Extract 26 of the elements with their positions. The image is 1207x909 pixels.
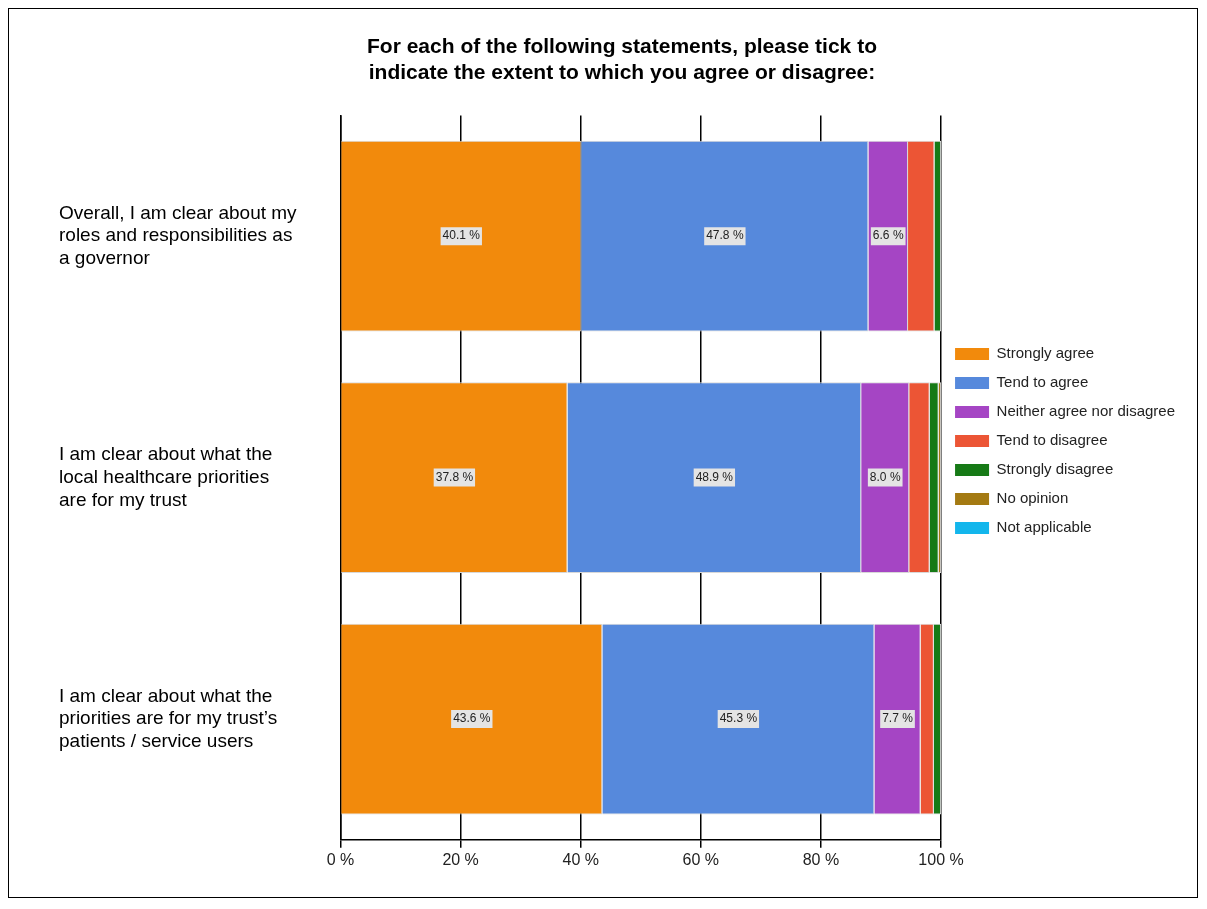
- data-label: 45.3 %: [719, 711, 758, 726]
- x-tick-label: 20 %: [442, 850, 479, 868]
- legend-label: Neither agree nor disagree: [996, 402, 1176, 420]
- data-label: 37.8 %: [435, 469, 474, 484]
- x-tick-label: 60 %: [682, 850, 720, 868]
- chart-title: For each of the following statements, please tick to indicate the extent to which you agree or disagree:: [367, 34, 877, 83]
- x-tick-label: 40 %: [562, 850, 599, 868]
- x-tick-label: 80 %: [802, 850, 840, 868]
- y-tick-label: Overall, I am clear about my roles and responsibilities as a governor: [59, 201, 298, 269]
- data-label: 48.9 %: [695, 469, 734, 484]
- legend-label: No opinion: [996, 489, 1069, 507]
- legend-label: Tend to agree: [996, 373, 1089, 391]
- data-label: 8.0 %: [869, 469, 901, 484]
- x-tick-label: 0 %: [326, 850, 355, 868]
- data-label: 47.8 %: [706, 228, 744, 243]
- data-label: 6.6 %: [872, 228, 904, 243]
- y-tick-label: I am clear about what the priorities are for my trust’s patients / service users: [59, 684, 278, 752]
- y-tick-label: I am clear about what the local healthcare priorities are for my trust: [59, 443, 273, 510]
- data-label: 7.7 %: [882, 711, 914, 726]
- x-tick-label: 100 %: [918, 850, 964, 868]
- legend-label: Tend to disagree: [996, 431, 1108, 449]
- data-label: 43.6 %: [453, 711, 491, 726]
- legend-label: Not applicable: [996, 518, 1092, 536]
- data-label: 40.1 %: [442, 228, 481, 243]
- legend-label: Strongly agree: [996, 344, 1095, 362]
- legend-label: Strongly disagree: [996, 460, 1114, 478]
